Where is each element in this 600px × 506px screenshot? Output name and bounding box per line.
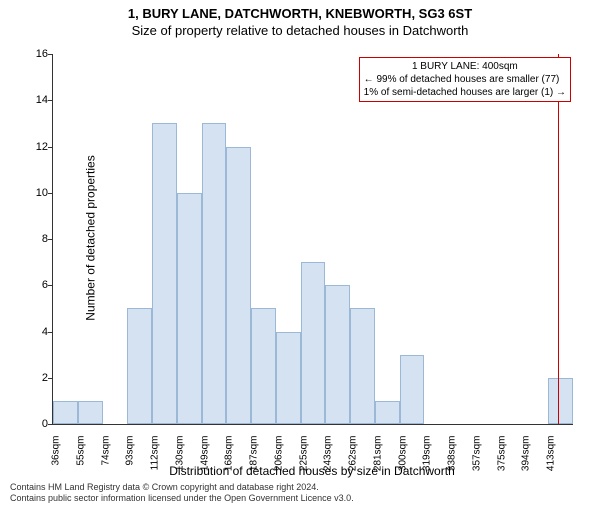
footer-line-1: Contains HM Land Registry data © Crown c… — [10, 482, 354, 493]
chart-subtitle: Size of property relative to detached ho… — [0, 23, 600, 38]
histogram-bar — [152, 123, 177, 424]
y-tick-label: 6 — [26, 279, 48, 291]
property-marker-line — [558, 54, 559, 424]
y-tick-label: 4 — [26, 326, 48, 338]
histogram-bar — [375, 401, 400, 424]
histogram-bar — [53, 401, 78, 424]
histogram-bar — [202, 123, 227, 424]
y-tick-label: 14 — [26, 94, 48, 106]
x-axis-label: Distribution of detached houses by size … — [52, 464, 572, 478]
chart-plot-area — [52, 54, 573, 425]
histogram-bar — [276, 332, 301, 425]
y-tick-label: 16 — [26, 48, 48, 60]
histogram-bar — [226, 147, 251, 425]
chart-title: 1, BURY LANE, DATCHWORTH, KNEBWORTH, SG3… — [0, 6, 600, 21]
annotation-line-2: ← 99% of detached houses are smaller (77… — [364, 73, 566, 86]
histogram-bar — [548, 378, 573, 424]
y-tick-label: 12 — [26, 141, 48, 153]
footer-line-2: Contains public sector information licen… — [10, 493, 354, 504]
histogram-bar — [177, 193, 202, 424]
annotation-box: 1 BURY LANE: 400sqm ← 99% of detached ho… — [359, 57, 571, 102]
histogram-bar — [127, 308, 152, 424]
annotation-line-1: 1 BURY LANE: 400sqm — [364, 60, 566, 73]
histogram-bar — [301, 262, 326, 424]
histogram-bar — [400, 355, 425, 424]
footer-attribution: Contains HM Land Registry data © Crown c… — [10, 482, 354, 504]
annotation-line-3: 1% of semi-detached houses are larger (1… — [364, 86, 566, 99]
y-tick-label: 10 — [26, 187, 48, 199]
y-tick-label: 2 — [26, 372, 48, 384]
y-tick-label: 0 — [26, 418, 48, 430]
histogram-bar — [325, 285, 350, 424]
y-tick-label: 8 — [26, 233, 48, 245]
histogram-bar — [78, 401, 103, 424]
histogram-bar — [251, 308, 276, 424]
histogram-bar — [350, 308, 375, 424]
